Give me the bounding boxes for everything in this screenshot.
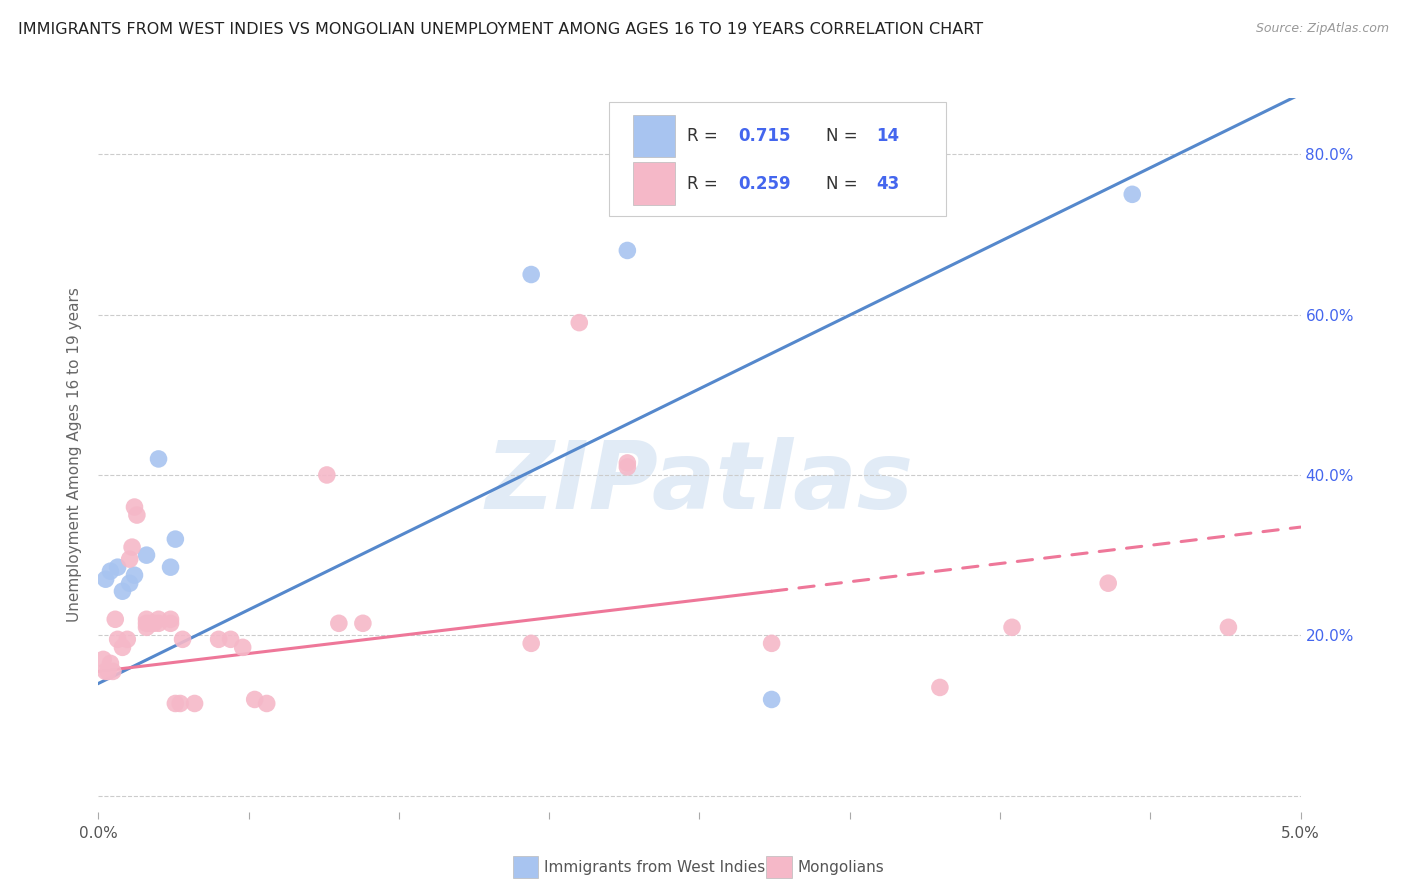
- Text: IMMIGRANTS FROM WEST INDIES VS MONGOLIAN UNEMPLOYMENT AMONG AGES 16 TO 19 YEARS : IMMIGRANTS FROM WEST INDIES VS MONGOLIAN…: [18, 22, 983, 37]
- Point: [148, 612, 170, 626]
- Point: [1097, 576, 1119, 591]
- Point: [243, 692, 266, 706]
- Text: 14: 14: [876, 127, 900, 145]
- Text: Mongolians: Mongolians: [797, 860, 884, 874]
- Point: [761, 636, 783, 650]
- Text: 0.715: 0.715: [738, 127, 790, 145]
- Point: [520, 636, 543, 650]
- Point: [208, 632, 231, 647]
- Point: [616, 459, 638, 474]
- Point: [232, 640, 254, 655]
- Point: [929, 681, 952, 695]
- Point: [568, 316, 591, 330]
- Text: ZIPatlas: ZIPatlas: [485, 437, 914, 530]
- Text: 43: 43: [876, 175, 900, 193]
- FancyBboxPatch shape: [633, 162, 675, 205]
- Text: R =: R =: [688, 175, 724, 193]
- Text: R =: R =: [688, 127, 724, 145]
- Point: [520, 268, 543, 282]
- FancyBboxPatch shape: [633, 114, 675, 157]
- Text: N =: N =: [825, 127, 863, 145]
- Text: 0.259: 0.259: [738, 175, 790, 193]
- Point: [172, 632, 194, 647]
- Point: [100, 657, 122, 671]
- Point: [169, 697, 191, 711]
- Point: [315, 467, 337, 482]
- Point: [165, 532, 187, 546]
- Point: [118, 576, 141, 591]
- Point: [1218, 620, 1240, 634]
- Point: [91, 652, 114, 666]
- Point: [159, 612, 181, 626]
- Point: [111, 640, 134, 655]
- Point: [101, 665, 124, 679]
- Point: [121, 540, 143, 554]
- Point: [616, 244, 638, 258]
- Point: [142, 616, 165, 631]
- Text: Immigrants from West Indies: Immigrants from West Indies: [544, 860, 765, 874]
- Point: [135, 620, 157, 634]
- Y-axis label: Unemployment Among Ages 16 to 19 years: Unemployment Among Ages 16 to 19 years: [67, 287, 83, 623]
- Point: [328, 616, 350, 631]
- Point: [94, 572, 117, 586]
- Point: [256, 697, 278, 711]
- Point: [94, 665, 117, 679]
- Point: [159, 560, 181, 574]
- Point: [219, 632, 242, 647]
- Point: [159, 616, 181, 631]
- Point: [111, 584, 134, 599]
- Point: [135, 616, 157, 631]
- Point: [616, 456, 638, 470]
- Point: [100, 564, 122, 578]
- Point: [141, 616, 163, 631]
- Point: [135, 548, 157, 562]
- FancyBboxPatch shape: [609, 102, 946, 216]
- Point: [117, 632, 139, 647]
- Point: [148, 451, 170, 466]
- Point: [135, 612, 157, 626]
- Point: [183, 697, 205, 711]
- Point: [118, 552, 141, 566]
- Point: [1121, 187, 1143, 202]
- Point: [107, 560, 129, 574]
- Point: [124, 500, 146, 514]
- Point: [352, 616, 374, 631]
- Text: Source: ZipAtlas.com: Source: ZipAtlas.com: [1256, 22, 1389, 36]
- Point: [124, 568, 146, 582]
- Point: [148, 616, 170, 631]
- Point: [1001, 620, 1024, 634]
- Point: [97, 665, 120, 679]
- Point: [761, 692, 783, 706]
- Point: [165, 697, 187, 711]
- Point: [104, 612, 127, 626]
- Point: [107, 632, 129, 647]
- Text: N =: N =: [825, 175, 863, 193]
- Point: [125, 508, 148, 522]
